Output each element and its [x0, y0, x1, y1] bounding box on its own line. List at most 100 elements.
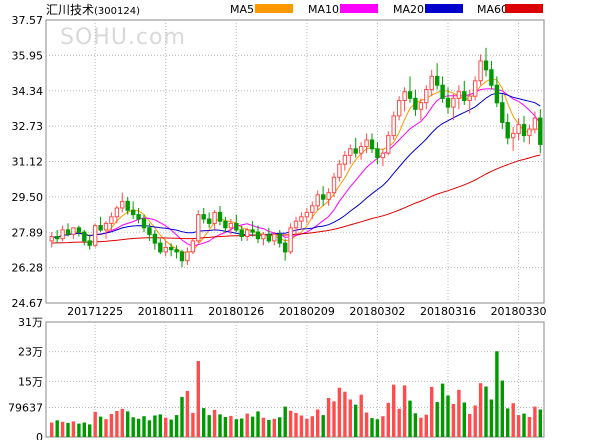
candlestick: [315, 190, 320, 211]
candle-body: [71, 227, 76, 235]
volume-bar: [250, 416, 255, 437]
candlestick: [82, 229, 87, 246]
volume-bar: [174, 415, 179, 437]
volume-bar: [527, 417, 532, 437]
price-axis: 37.57 35.95 34.34 32.73 31.12 29.50 27.89 26.28…: [12, 14, 44, 310]
volume-tick-label: 79637: [8, 401, 43, 414]
candlestick: [391, 111, 396, 141]
volume-bar: [185, 391, 190, 437]
candlestick: [266, 227, 272, 244]
candle-body: [505, 122, 510, 139]
volume-bar: [435, 402, 439, 437]
candle-body: [201, 214, 206, 220]
volume-bar: [82, 422, 86, 437]
volume-bar: [278, 417, 282, 437]
candlestick: [212, 210, 217, 230]
date-tick-label: 20180316: [420, 305, 476, 318]
legend-ma60: MA60: [477, 3, 543, 16]
volume-bar: [126, 411, 130, 437]
candlestick: [299, 212, 304, 230]
candle-body: [326, 192, 331, 200]
volume-bar: [440, 383, 445, 437]
price-tick-label: 24.67: [12, 297, 44, 310]
candle-body: [494, 84, 500, 104]
candle-body: [87, 240, 92, 246]
volume-bar: [299, 415, 304, 437]
volume-tick-label: 0: [36, 431, 43, 440]
ma20-line: [51, 92, 541, 239]
legend-ma60-label: MA60: [477, 3, 508, 16]
volume-bar: [375, 419, 380, 437]
volume-bar: [98, 416, 103, 437]
candle-body: [245, 229, 250, 237]
candlestick: [440, 76, 445, 103]
volume-tick-label: 23万: [18, 346, 43, 359]
volume-bar: [430, 386, 434, 437]
candlestick: [532, 111, 538, 134]
date-tick-label: 20180111: [138, 305, 194, 318]
candle-body: [451, 97, 456, 108]
candle-body: [440, 84, 445, 99]
candlestick: [239, 225, 244, 241]
candlestick: [65, 223, 71, 237]
candle-body: [456, 91, 462, 99]
volume-bar: [207, 415, 211, 437]
legend-ma20-label: MA20: [393, 3, 424, 16]
candlestick: [375, 142, 380, 165]
stock-title: 汇川技术(300124): [46, 3, 140, 17]
volume-bar: [77, 423, 81, 437]
candlestick: [462, 80, 467, 105]
volume-bar: [489, 399, 494, 437]
candle-body: [418, 102, 424, 110]
candle-body: [114, 207, 120, 218]
candlestick: [494, 76, 500, 108]
candlestick: [293, 216, 299, 235]
volume-bar: [50, 422, 54, 437]
volume-bar: [196, 361, 200, 437]
candle-body: [228, 222, 234, 229]
volume-bar: [142, 416, 146, 437]
volume-bar: [256, 411, 260, 437]
candlestick: [418, 98, 424, 121]
volume-bar: [500, 380, 504, 437]
volume-bar: [370, 418, 374, 437]
volume-bar: [218, 414, 222, 437]
candle-body: [445, 97, 451, 108]
legend: MA5 MA10 MA20 MA60: [230, 3, 543, 16]
price-tick-label: 29.50: [12, 191, 44, 204]
legend-ma10: MA10: [308, 3, 378, 16]
candle-body: [299, 216, 304, 222]
candle-body: [321, 194, 326, 200]
price-tick-label: 37.57: [12, 14, 44, 27]
candle-body: [277, 233, 282, 244]
candle-body: [386, 135, 391, 154]
candlestick: [250, 221, 255, 237]
candlestick: [386, 131, 391, 156]
candlestick: [60, 225, 65, 241]
candle-body: [483, 60, 489, 71]
candle-body: [234, 222, 239, 231]
candle-body: [131, 209, 136, 216]
legend-ma10-label: MA10: [308, 3, 339, 16]
candlestick: [424, 85, 429, 110]
candle-body: [125, 200, 130, 211]
candlestick: [152, 229, 158, 250]
candlestick: [429, 69, 434, 97]
volume-bar: [316, 409, 320, 437]
candlestick: [516, 118, 521, 141]
volume-bar: [326, 398, 331, 437]
candle-body: [511, 132, 516, 139]
candlestick: [467, 89, 472, 114]
volume-bar: [451, 404, 456, 437]
legend-ma20-swatch: [425, 4, 463, 13]
legend-ma60-swatch: [505, 4, 543, 13]
volume-bar: [202, 408, 206, 437]
candle-body: [223, 220, 228, 229]
candlestick: [147, 223, 152, 241]
volume-bar: [408, 400, 412, 437]
candlestick: [521, 115, 527, 143]
candle-body: [331, 176, 337, 194]
volume-bar: [381, 416, 385, 437]
candlestick: [369, 133, 375, 154]
volume-bar: [283, 406, 287, 437]
